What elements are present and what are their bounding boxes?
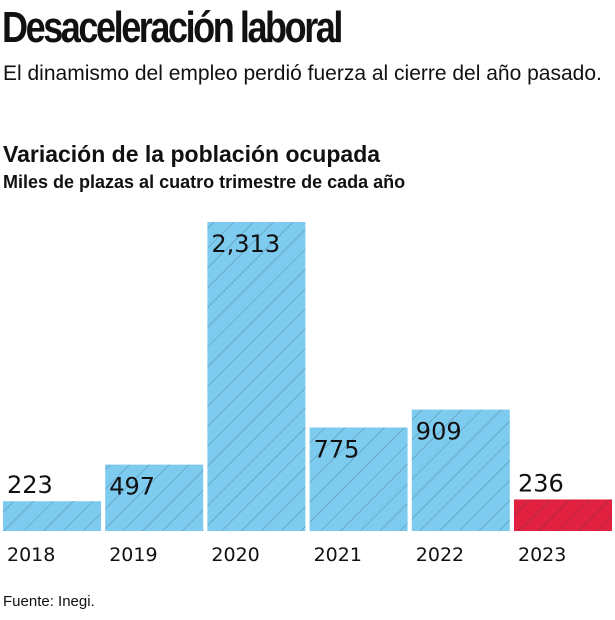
- data-label: 2,313: [211, 230, 280, 258]
- x-tick-label: 2019: [109, 544, 157, 566]
- x-tick-label: 2020: [211, 544, 259, 566]
- x-tick-label: 2022: [416, 544, 464, 566]
- data-label: 223: [7, 471, 53, 499]
- bar-hatch: [309, 427, 408, 531]
- chart-title: Variación de la población ocupada: [3, 141, 381, 167]
- data-label: 236: [518, 469, 564, 497]
- chart-subtitle: Miles de plazas al cuatro trimestre de c…: [3, 172, 406, 192]
- bar-hatch: [207, 222, 306, 531]
- bar-hatch: [3, 501, 101, 531]
- bar-hatch: [105, 464, 204, 531]
- subheadline: El dinamismo del empleo perdió fuerza al…: [3, 62, 602, 85]
- bar-hatch: [514, 499, 612, 531]
- headline: Desaceleración laboral: [2, 3, 343, 52]
- x-tick-label: 2018: [7, 544, 55, 566]
- data-label: 497: [109, 473, 155, 501]
- bar-hatch: [411, 409, 510, 531]
- source-note: Fuente: Inegi.: [3, 593, 95, 610]
- data-label: 909: [416, 418, 462, 446]
- data-label: 775: [314, 435, 360, 463]
- x-tick-label: 2023: [518, 544, 566, 566]
- x-tick-label: 2021: [314, 544, 362, 566]
